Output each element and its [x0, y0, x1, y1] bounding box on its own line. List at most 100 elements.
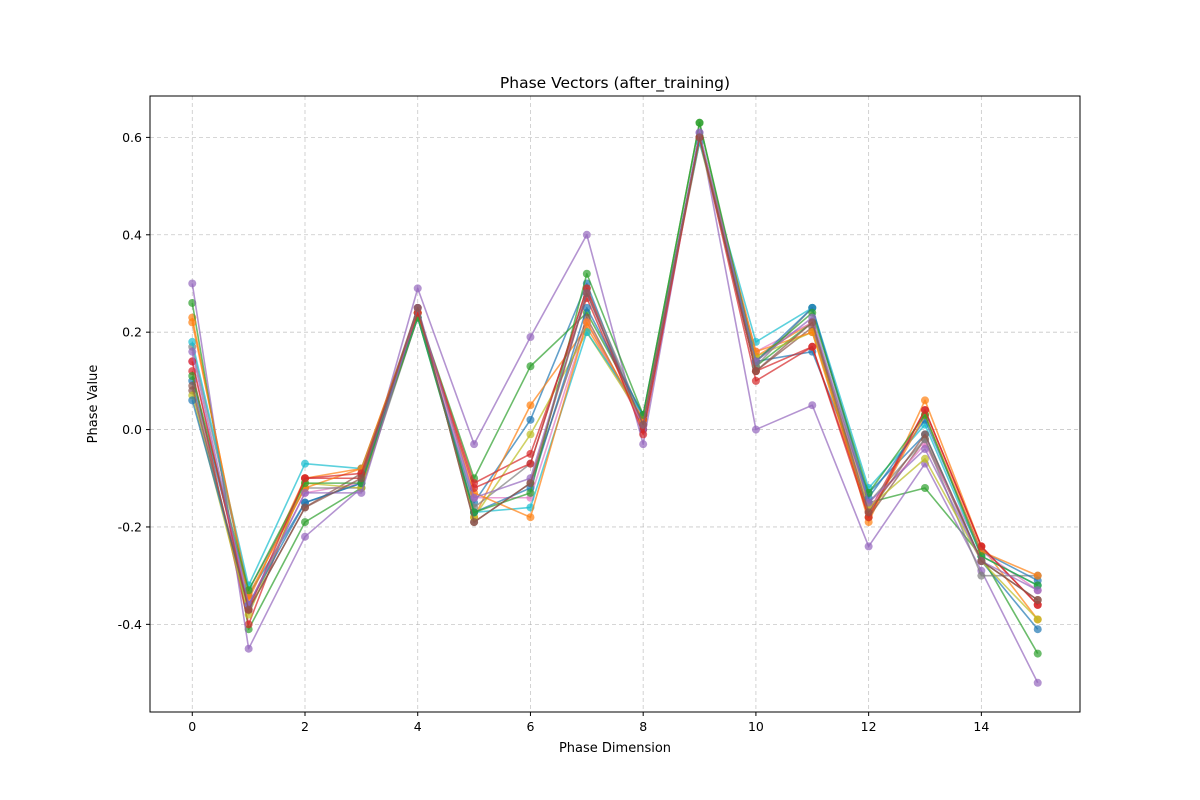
y-axis-ticks: -0.4 -0.2 0.0 0.2 0.4 0.6: [118, 130, 150, 632]
data-point: [1033, 625, 1042, 634]
y-tick-label: 0.2: [122, 325, 142, 340]
data-point: [301, 474, 309, 483]
data-point: [301, 503, 309, 512]
y-tick-label: 0.4: [122, 227, 142, 242]
data-point: [639, 420, 648, 429]
x-tick-label: 6: [526, 719, 534, 734]
data-point: [413, 284, 422, 293]
data-point: [1033, 596, 1042, 604]
data-point: [188, 396, 197, 405]
data-point: [526, 333, 535, 342]
data-point: [808, 342, 817, 351]
y-tick-label: 0.6: [122, 130, 142, 145]
data-point: [301, 518, 309, 527]
data-point: [526, 362, 535, 371]
chart-title: Phase Vectors (after_training): [500, 74, 730, 93]
y-tick-label: -0.2: [118, 519, 142, 534]
series-line: [191, 141, 1039, 587]
series-line: [191, 131, 1039, 606]
y-tick-label: 0.0: [122, 422, 142, 437]
series-line: [191, 136, 1039, 611]
data-point: [639, 440, 648, 449]
data-point: [921, 445, 929, 454]
data-point: [921, 484, 929, 492]
data-point: [244, 644, 253, 653]
data-point: [1033, 615, 1042, 624]
data-point: [301, 488, 309, 497]
data-point: [244, 605, 253, 614]
data-point: [188, 381, 197, 390]
series-line: [191, 136, 1039, 611]
data-point: [1033, 571, 1042, 580]
data-point: [470, 518, 479, 527]
series-line: [191, 136, 1039, 596]
series-3: [188, 133, 1042, 629]
data-point: [1033, 586, 1042, 595]
series-line: [191, 141, 1039, 621]
data-point: [582, 318, 591, 327]
data-point: [695, 118, 704, 127]
data-point: [977, 571, 986, 580]
data-point: [188, 279, 197, 288]
data-point: [357, 488, 366, 497]
data-point: [639, 430, 648, 439]
data-point: [582, 289, 591, 298]
data-point: [301, 532, 309, 541]
series-group: [188, 118, 1042, 687]
series-line: [191, 136, 1038, 592]
data-point: [1033, 678, 1042, 687]
data-point: [751, 425, 760, 434]
y-tick-label: -0.4: [118, 617, 142, 632]
data-point: [526, 401, 535, 410]
data-point: [582, 269, 591, 278]
x-tick-label: 2: [301, 719, 309, 734]
data-point: [244, 620, 253, 629]
data-point: [582, 230, 591, 239]
data-point: [751, 367, 760, 376]
grid: [150, 96, 1080, 712]
series-14: [188, 128, 1042, 609]
x-tick-label: 14: [973, 719, 989, 734]
series-line: [191, 136, 1039, 630]
series-line: [191, 121, 1039, 654]
data-point: [977, 542, 986, 551]
data-point: [188, 372, 197, 380]
data-point: [470, 440, 479, 449]
data-point: [808, 401, 817, 410]
y-axis-label: Phase Value: [86, 365, 101, 444]
series-2: [188, 118, 1042, 658]
data-point: [921, 406, 929, 415]
data-point: [526, 479, 535, 488]
data-point: [582, 303, 591, 312]
x-tick-label: 10: [748, 719, 764, 734]
data-point: [526, 488, 535, 497]
series-15: [188, 133, 1042, 614]
x-tick-label: 0: [188, 719, 196, 734]
x-tick-label: 8: [639, 719, 647, 734]
data-point: [864, 542, 873, 551]
series-line: [191, 121, 1039, 592]
data-point: [357, 474, 366, 483]
data-point: [188, 318, 197, 327]
data-point: [1033, 649, 1042, 658]
data-point: [751, 376, 760, 385]
data-point: [921, 454, 929, 463]
data-point: [864, 508, 873, 517]
data-point: [921, 430, 929, 439]
series-0: [188, 133, 1042, 634]
series-line: [191, 136, 1039, 626]
x-axis-label: Phase Dimension: [559, 741, 671, 756]
data-point: [413, 303, 422, 312]
plot-frame: [149, 95, 1081, 713]
series-8: [188, 138, 1042, 624]
series-line: [191, 136, 1039, 620]
series-line: [191, 131, 1039, 684]
data-point: [188, 347, 197, 356]
data-point: [526, 459, 535, 468]
data-point: [526, 430, 535, 439]
data-point: [526, 513, 535, 522]
data-point: [188, 337, 197, 346]
series-1: [188, 133, 1042, 624]
data-point: [470, 493, 479, 502]
